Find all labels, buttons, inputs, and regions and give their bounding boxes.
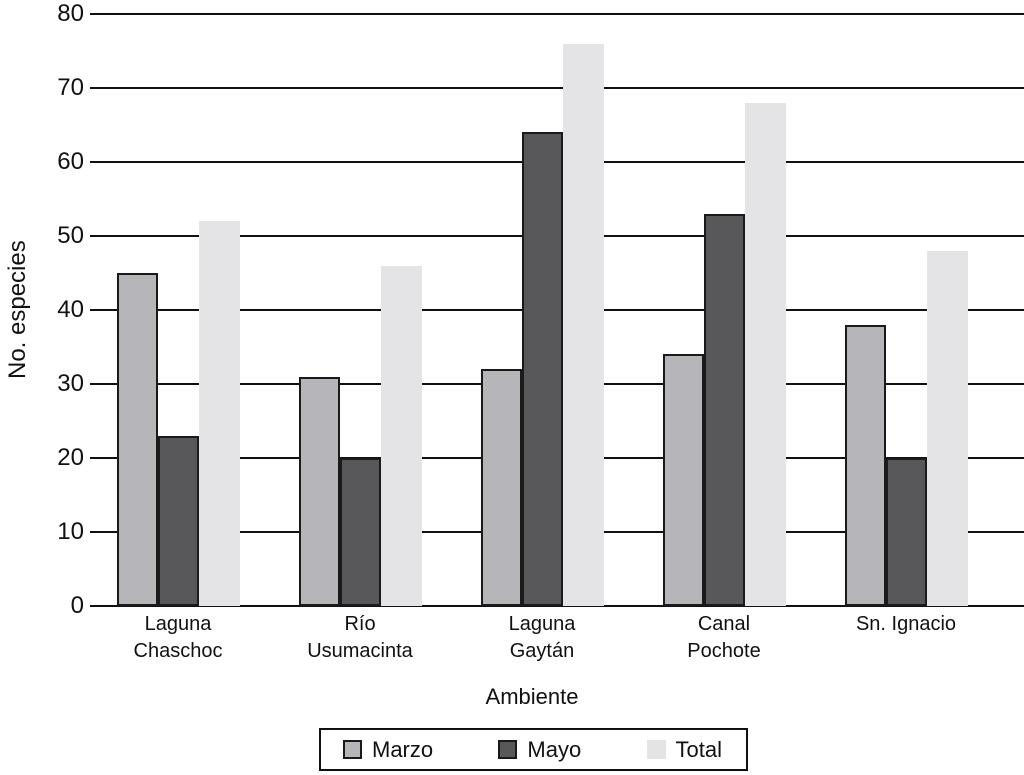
legend-swatch-total [646,740,666,759]
y-tick-label: 10 [57,518,84,545]
y-tick-label: 80 [57,0,84,27]
y-gridline [90,87,1024,89]
x-tick-label: Laguna Chaschoc [133,613,223,662]
legend: Marzo Mayo Total [319,728,748,771]
bar-total-5 [926,250,968,606]
x-tick-label: Sn. Ignacio [855,613,957,635]
x-tick-label: Canal Pochote [687,613,761,662]
legend-item-mayo: Mayo [498,737,581,763]
y-gridline [90,13,1024,15]
bar-marzo-2 [298,376,340,606]
bar-total-4 [744,102,786,606]
legend-label: Marzo [372,736,434,762]
y-tick-label: 60 [57,148,84,175]
y-tick-label: 40 [57,296,84,323]
bar-total-1 [198,221,240,606]
x-axis-title: Ambiente [485,684,579,709]
y-tick-label: 50 [57,222,84,249]
bar-mayo-5 [885,458,927,606]
bar-mayo-3 [521,132,563,606]
bar-total-3 [562,43,604,606]
y-gridline [90,605,1024,607]
bar-mayo-1 [157,435,199,606]
bar-marzo-1 [116,273,158,606]
bar-total-2 [380,265,422,606]
bar-marzo-5 [844,324,886,606]
legend-label: Total [675,736,722,762]
y-tick-label: 0 [70,592,84,619]
legend-label: Mayo [527,736,582,762]
legend-swatch-marzo [343,740,362,759]
legend-swatch-mayo [498,740,518,759]
legend-item-total: Total [646,736,722,763]
bar-mayo-2 [339,458,381,606]
legend-item-marzo: Marzo [343,737,433,763]
y-tick-label: 30 [57,370,84,397]
x-tick-label: Río Usumacinta [307,613,413,662]
bar-mayo-4 [703,213,745,606]
x-tick-label: Laguna Gaytán [508,613,576,662]
y-tick-label: 70 [57,74,84,101]
bar-marzo-4 [662,354,704,606]
y-tick-label: 20 [57,444,84,471]
bar-marzo-3 [480,369,522,606]
